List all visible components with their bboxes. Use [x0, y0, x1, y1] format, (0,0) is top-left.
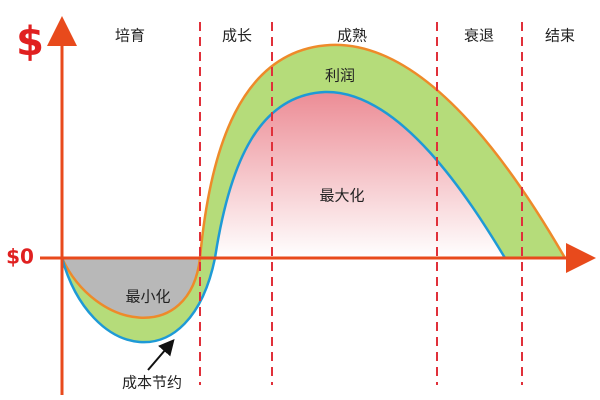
stage-label: 结束: [545, 27, 575, 45]
zero-label: $0: [6, 245, 34, 269]
stage-label: 培育: [115, 27, 145, 45]
stage-label: 衰退: [464, 27, 494, 45]
cost-saving-arrow: [147, 338, 175, 371]
profit-label: 利润: [325, 67, 355, 85]
loss-area: [62, 258, 200, 318]
maximize-label: 最大化: [319, 187, 364, 205]
cost-curve: [60, 90, 507, 344]
currency-symbol: $: [16, 19, 44, 65]
stage-label: 成长: [222, 27, 252, 45]
minimize-label: 最小化: [125, 288, 170, 306]
stage-label: 成熟: [337, 27, 367, 45]
stage-dividers: [199, 22, 523, 385]
cost-saving-label: 成本节约: [122, 374, 182, 392]
maximize-area: [215, 91, 505, 258]
revenue-curve: [60, 43, 567, 319]
